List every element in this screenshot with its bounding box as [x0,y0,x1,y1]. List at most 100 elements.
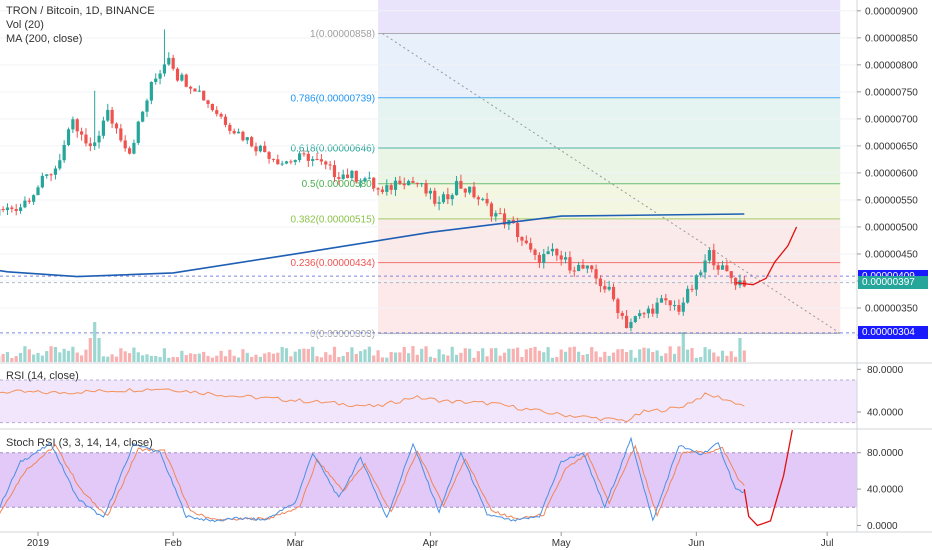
candle-body [58,160,62,169]
candle-body [611,286,616,300]
candle-body [686,288,690,303]
candle-body [306,153,310,161]
volume-bar [385,357,389,362]
candle-body [263,145,267,153]
candle-body [228,124,232,131]
fib-zone [378,33,841,98]
candle-body [158,73,162,79]
volume-bar [149,355,153,362]
candle-body [189,86,193,89]
candle-body [485,198,489,204]
stoch-band [0,452,857,508]
candle-body [668,300,672,306]
volume-bar [625,351,629,362]
fib-zone [378,97,841,149]
candle-body [729,271,733,278]
volume-bar [372,355,376,362]
candle-body [502,213,507,225]
volume-bar [306,348,310,362]
candle-body [459,180,463,189]
candle-body [550,248,555,252]
volume-bar [319,357,323,362]
candle-body [193,88,197,92]
volume-bar [655,350,659,362]
volume-bar [66,350,71,362]
volume-bar [10,357,14,362]
candle-body [424,183,428,194]
candle-body [385,185,389,192]
candle-body [149,82,153,101]
candle-body [524,240,528,244]
candle-body [620,312,624,316]
volume-bar [568,347,572,362]
fib-level-label: 0.382(0.00000515) [291,214,376,225]
candle-body [590,265,594,270]
trend-line [382,33,841,334]
candle-body [376,188,380,190]
candle-body [672,305,677,307]
candle-body [516,223,520,238]
candle-body [616,299,620,313]
main-legend: TRON / Bitcoin, 1D, BINANCE Vol (20) MA … [6,4,155,46]
candle-body [167,57,171,65]
price-tick-label: 0.00000450 [865,249,918,260]
fib-zone [378,148,841,184]
candle-body [32,195,36,202]
candle-body [319,159,323,162]
candle-body [223,116,228,125]
stoch-tick-label: 80.0000 [867,448,904,459]
volume-bar [520,357,524,362]
volume-bar [555,357,559,362]
time-tick-label: Mar [287,538,305,549]
volume-bar [407,353,411,362]
volume-bar [180,350,184,362]
volume-bar [437,349,441,362]
candle-body [328,164,332,166]
candle-body [629,322,633,329]
volume-bar [49,346,53,362]
volume-bar [415,354,419,362]
rsi-tick-label: 40.0000 [867,408,904,419]
candle-body [345,174,350,179]
volume-bar [189,353,193,362]
volume-bar [433,357,437,362]
volume-bar [642,347,646,362]
volume-bar [119,348,123,362]
volume-bar [75,352,79,362]
stoch-projection-drawing [743,429,793,527]
candle-body [154,78,158,83]
volume-bar [350,347,354,362]
time-tick-label: Jul [821,538,834,549]
fib-zone [378,218,841,263]
candle-body [581,264,585,269]
volume-bar [40,355,44,362]
price-tag: 0.00000304 [858,326,928,340]
candle-body [476,197,480,200]
candle-body [23,200,27,208]
volume-bar [145,354,149,362]
volume-bar [729,351,733,362]
price-tick-label: 0.00000900 [865,6,918,17]
volume-bar [250,356,254,362]
candle-body [411,181,415,183]
volume-bar [202,351,206,362]
volume-bar [620,349,624,362]
candle-body [585,265,589,269]
volume-bar [699,357,703,362]
volume-bar [359,351,363,362]
candle-body [651,308,655,314]
chart-title: TRON / Bitcoin, 1D, BINANCE [6,5,155,17]
price-tick-label: 0.00000850 [865,33,918,44]
rsi-tick-label: 80.0000 [867,365,904,376]
price-tick-label: 0.00000500 [865,222,918,233]
candle-body [354,170,358,182]
time-tick-label: Apr [423,538,439,549]
fib-level-label: 0.618(0.00000646) [291,144,376,155]
candle-body [734,277,738,286]
volume-bar [71,346,75,362]
volume-bar [27,349,31,362]
candle-body [14,208,18,211]
candle-body [241,131,245,141]
